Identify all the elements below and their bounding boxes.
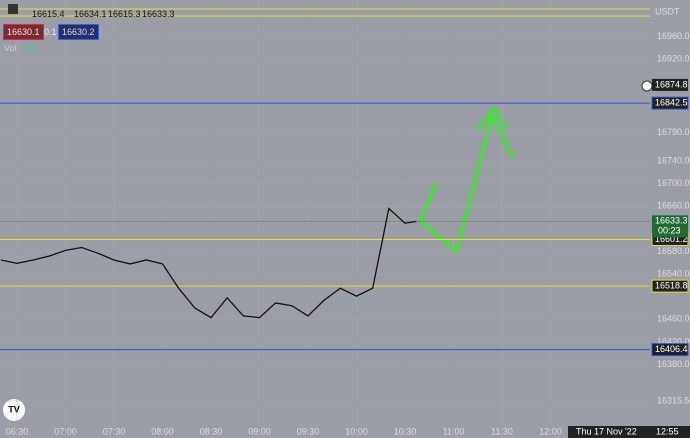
currency: USDT <box>655 6 680 16</box>
y-tick-label: 16380.0 <box>657 359 690 369</box>
plus-button[interactable] <box>641 80 653 92</box>
last-price-label: 16633.3 <box>655 216 688 226</box>
x-tick-label: 08:30 <box>200 426 223 436</box>
y-tick-label: 16960.0 <box>657 31 690 41</box>
level-label: 16842.5 <box>655 98 688 108</box>
x-tick-label: 10:30 <box>394 426 417 436</box>
y-tick-label: 16740.0 <box>657 155 690 165</box>
x-tick-label: 07:30 <box>103 426 126 436</box>
ohlc-high: 16634.1 <box>74 9 107 19</box>
level-label: 16518.8 <box>655 280 688 290</box>
level-box <box>651 96 689 110</box>
y-tick-label: 16790.0 <box>657 127 690 137</box>
sell-button[interactable]: 16630.1 <box>3 24 44 40</box>
x-tick-label: 09:30 <box>297 426 320 436</box>
x-tick-label: 08:00 <box>151 426 174 436</box>
crosshair-box <box>652 78 688 91</box>
logo-text: TV <box>8 404 20 414</box>
countdown: 00:23 <box>658 226 681 236</box>
buy-button[interactable]: 16630.2 <box>58 24 99 40</box>
last-price-box <box>652 215 688 238</box>
symbol-icon <box>8 4 18 14</box>
x-tick-label: 07:00 <box>54 426 77 436</box>
volume-label: Vol <box>4 43 17 53</box>
price-line <box>0 207 417 319</box>
x-tick-label: 12:00 <box>539 426 562 436</box>
y-tick-label: 16540.0 <box>657 268 690 278</box>
y-tick-label: 16420.0 <box>657 336 690 346</box>
logo <box>3 399 25 421</box>
y-tick-label: 16700.0 <box>657 178 690 188</box>
date-label: Thu 17 Nov '22 <box>576 426 637 436</box>
ohlc-low: 16615.3 <box>108 9 141 19</box>
ohlc-close: 16633.3 <box>142 9 175 19</box>
crosshair-label: 16874.8 <box>655 79 688 89</box>
ohlc-open: 16615.4 <box>32 9 65 19</box>
date-box <box>568 426 650 438</box>
y-tick-label: 16580.0 <box>657 246 690 256</box>
x-tick-label: 10:00 <box>345 426 368 436</box>
spread: 0.1 <box>44 27 57 37</box>
x-tick-label: 11:30 <box>491 426 513 436</box>
y-tick-label: 16460.0 <box>657 314 690 324</box>
time-box <box>650 426 690 438</box>
x-tick-label: 09:00 <box>248 426 271 436</box>
time-label: 12:55 <box>656 426 679 436</box>
volume-value: 318 <box>22 43 38 53</box>
level-box <box>651 279 689 293</box>
level-box <box>651 343 689 357</box>
drawn-arrow <box>418 106 514 254</box>
x-tick-label: 11:00 <box>443 426 465 436</box>
level-label: 16406.4 <box>655 344 688 354</box>
y-tick-label: 16920.0 <box>657 54 690 64</box>
x-tick-label: 06:30 <box>6 426 29 436</box>
y-tick-label: 16660.0 <box>657 201 690 211</box>
y-tick-label: 16315.5 <box>657 395 690 405</box>
level-label: 16601.2 <box>655 234 688 244</box>
